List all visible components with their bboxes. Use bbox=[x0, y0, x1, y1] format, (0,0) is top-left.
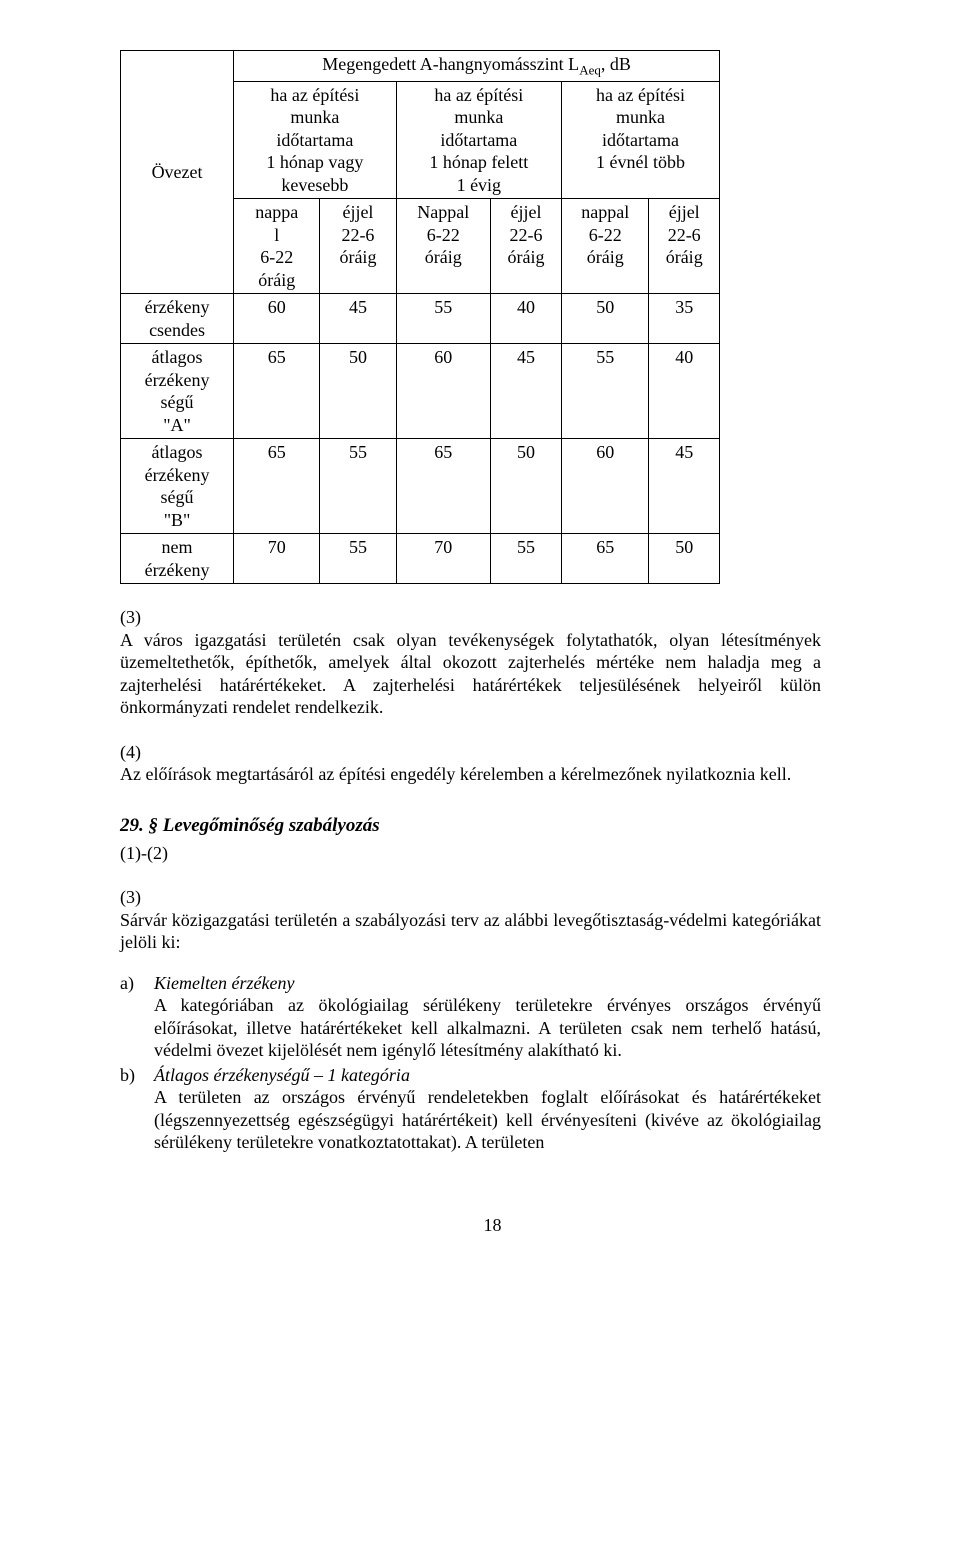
row-label-3: nem érzékeny bbox=[121, 534, 234, 584]
sub-item-a: a) Kiemelten érzékeny A kategóriában az … bbox=[120, 972, 821, 1062]
para-body: Sárvár közigazgatási területén a szabály… bbox=[120, 909, 821, 1154]
section-29-title: 29. § Levegőminőség szabályozás bbox=[120, 814, 865, 838]
row-label-2: átlagos érzékeny ségű "B" bbox=[121, 439, 234, 534]
period-3: ha az építési munka időtartama 1 évnél t… bbox=[562, 81, 720, 199]
title-suffix: , dB bbox=[601, 54, 631, 74]
sub-text: A területen az országos érvényű rendelet… bbox=[154, 1087, 821, 1152]
para-body: A város igazgatási területén csak olyan … bbox=[120, 629, 821, 719]
sub-item-b: b) Átlagos érzékenységű – 1 kategória A … bbox=[120, 1064, 821, 1154]
subheader-c5: nappal 6-22 óráig bbox=[562, 199, 649, 294]
subheader-c1: nappa l 6-22 óráig bbox=[234, 199, 320, 294]
document-page: Övezet Megengedett A-hangnyomásszint LAe… bbox=[0, 0, 960, 1276]
paragraph-4: (4) Az előírások megtartásáról az építés… bbox=[120, 741, 865, 786]
page-number: 18 bbox=[120, 1214, 865, 1237]
para-num: (3) bbox=[120, 886, 160, 909]
section-29-paragraph-3: (3) Sárvár közigazgatási területén a sza… bbox=[120, 886, 865, 1154]
sub-title: Átlagos érzékenységű – 1 kategória bbox=[154, 1065, 410, 1085]
subheader-c2: éjjel 22-6 óráig bbox=[320, 199, 396, 294]
para-intro: Sárvár közigazgatási területén a szabály… bbox=[120, 910, 821, 953]
subheader-c3: Nappal 6-22 óráig bbox=[396, 199, 490, 294]
para-body: Az előírások megtartásáról az építési en… bbox=[120, 763, 821, 786]
row-label-1: átlagos érzékeny ségű "A" bbox=[121, 344, 234, 439]
section-29-sub12: (1)-(2) bbox=[120, 842, 865, 865]
sub-text: A kategóriában az ökológiailag sérüléken… bbox=[154, 995, 821, 1060]
table-row: érzékeny csendes 60 45 55 40 50 35 bbox=[121, 294, 720, 344]
sub-list: a) Kiemelten érzékeny A kategóriában az … bbox=[120, 972, 821, 1154]
sub-body: Kiemelten érzékeny A kategóriában az öko… bbox=[154, 972, 821, 1062]
period-1: ha az építési munka időtartama 1 hónap v… bbox=[234, 81, 396, 199]
table-row: átlagos érzékeny ségű "A" 65 50 60 45 55… bbox=[121, 344, 720, 439]
zone-header: Övezet bbox=[121, 51, 234, 294]
subheader-c4: éjjel 22-6 óráig bbox=[490, 199, 561, 294]
table-row: átlagos érzékeny ségű "B" 65 55 65 50 60… bbox=[121, 439, 720, 534]
sub-title: Kiemelten érzékeny bbox=[154, 973, 294, 993]
period-2: ha az építési munka időtartama 1 hónap f… bbox=[396, 81, 561, 199]
table-title: Megengedett A-hangnyomásszint LAeq, dB bbox=[234, 51, 720, 82]
subheader-c6: éjjel 22-6 óráig bbox=[649, 199, 720, 294]
para-num: (4) bbox=[120, 741, 160, 764]
sub-body: Átlagos érzékenységű – 1 kategória A ter… bbox=[154, 1064, 821, 1154]
noise-limit-table: Övezet Megengedett A-hangnyomásszint LAe… bbox=[120, 50, 720, 584]
sub-letter: b) bbox=[120, 1064, 154, 1154]
title-prefix: Megengedett A-hangnyomásszint L bbox=[322, 54, 579, 74]
row-label-0: érzékeny csendes bbox=[121, 294, 234, 344]
paragraph-3: (3) A város igazgatási területén csak ol… bbox=[120, 606, 865, 719]
title-sub: Aeq bbox=[579, 63, 601, 78]
sub-letter: a) bbox=[120, 972, 154, 1062]
para-num: (3) bbox=[120, 606, 160, 629]
table-row: nem érzékeny 70 55 70 55 65 50 bbox=[121, 534, 720, 584]
